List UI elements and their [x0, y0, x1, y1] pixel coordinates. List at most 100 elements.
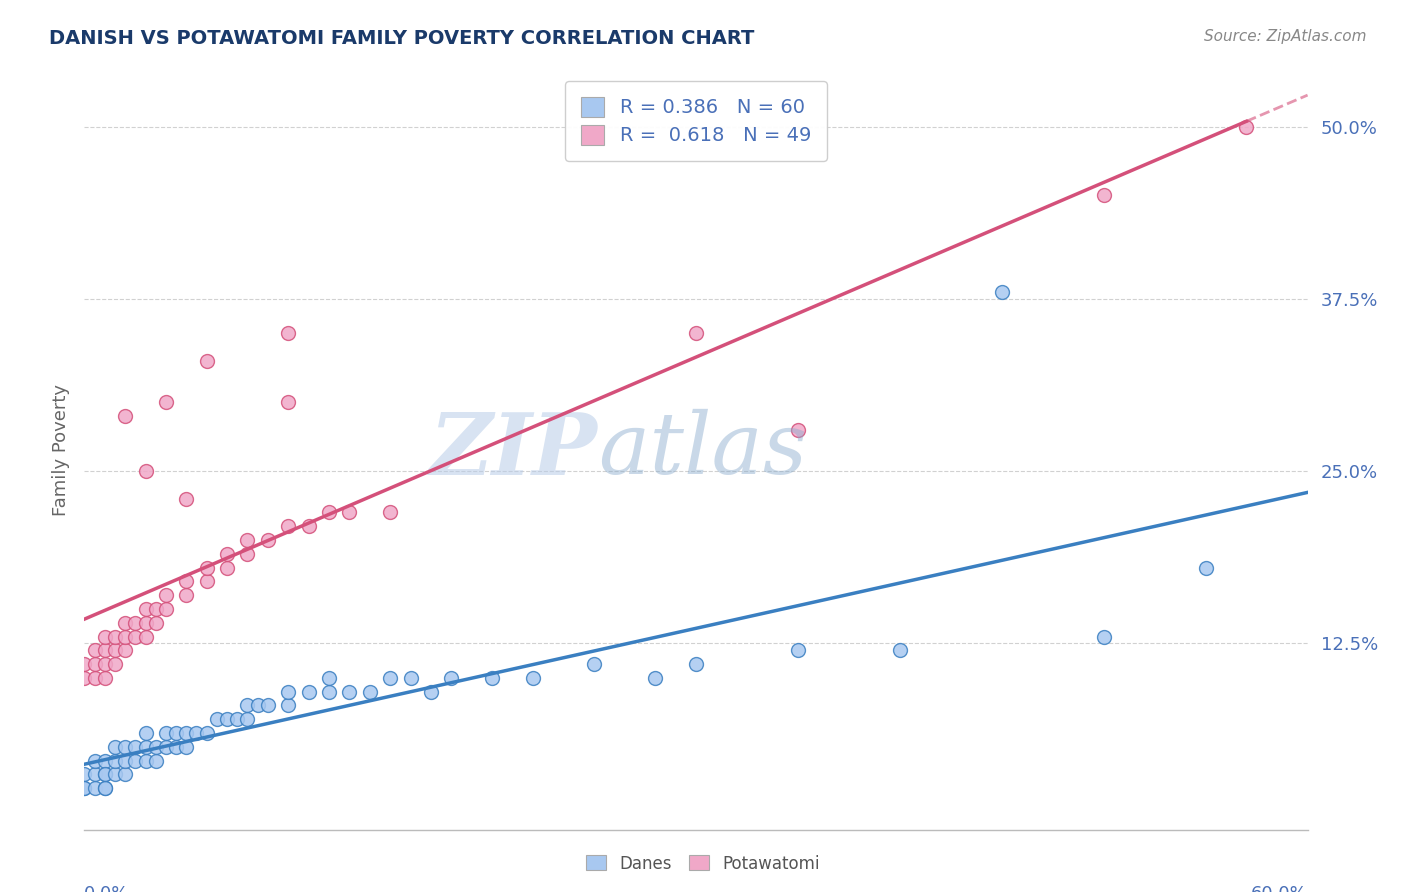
Point	[73, 781, 96, 796]
Point	[1092, 188, 1115, 202]
Point	[83, 657, 105, 672]
Point	[93, 643, 115, 657]
Point	[135, 464, 157, 478]
Point	[114, 643, 136, 657]
Point	[195, 354, 218, 368]
Point	[93, 630, 115, 644]
Point	[195, 726, 218, 740]
Point	[481, 671, 503, 685]
Text: atlas: atlas	[598, 409, 807, 491]
Point	[277, 395, 299, 409]
Point	[114, 615, 136, 630]
Point	[135, 602, 157, 616]
Point	[155, 739, 177, 754]
Point	[73, 671, 96, 685]
Point	[339, 684, 361, 698]
Point	[174, 588, 197, 602]
Point	[583, 657, 606, 672]
Point	[217, 560, 239, 574]
Point	[277, 698, 299, 713]
Point	[124, 739, 146, 754]
Point	[298, 519, 321, 533]
Point	[73, 767, 96, 781]
Point	[93, 671, 115, 685]
Point	[83, 781, 105, 796]
Point	[104, 643, 127, 657]
Point	[93, 781, 115, 796]
Point	[277, 684, 299, 698]
Point	[135, 754, 157, 768]
Point	[124, 615, 146, 630]
Point	[277, 519, 299, 533]
Text: ZIP: ZIP	[430, 409, 598, 492]
Point	[114, 739, 136, 754]
Point	[787, 643, 810, 657]
Point	[135, 739, 157, 754]
Point	[145, 739, 167, 754]
Point	[124, 754, 146, 768]
Point	[165, 739, 187, 754]
Point	[93, 657, 115, 672]
Point	[236, 547, 259, 561]
Point	[114, 754, 136, 768]
Point	[174, 726, 197, 740]
Point	[104, 657, 127, 672]
Point	[93, 754, 115, 768]
Point	[217, 712, 239, 726]
Point	[236, 698, 259, 713]
Point	[787, 423, 810, 437]
Point	[685, 326, 707, 341]
Point	[145, 754, 167, 768]
Point	[174, 574, 197, 589]
Point	[644, 671, 666, 685]
Point	[236, 712, 259, 726]
Text: 0.0%: 0.0%	[84, 885, 129, 892]
Point	[246, 698, 269, 713]
Point	[889, 643, 911, 657]
Point	[399, 671, 422, 685]
Point	[135, 726, 157, 740]
Point	[114, 767, 136, 781]
Point	[195, 574, 218, 589]
Point	[205, 712, 228, 726]
Point	[186, 726, 208, 740]
Point	[104, 739, 127, 754]
Point	[257, 533, 280, 547]
Point	[135, 630, 157, 644]
Point	[298, 684, 321, 698]
Point	[1236, 120, 1258, 134]
Legend: Danes, Potawatomi: Danes, Potawatomi	[579, 848, 827, 880]
Point	[73, 657, 96, 672]
Point	[114, 630, 136, 644]
Point	[73, 781, 96, 796]
Point	[339, 506, 361, 520]
Point	[174, 739, 197, 754]
Point	[257, 698, 280, 713]
Point	[83, 767, 105, 781]
Point	[114, 409, 136, 423]
Point	[145, 615, 167, 630]
Point	[135, 615, 157, 630]
Point	[155, 395, 177, 409]
Legend: R = 0.386   N = 60, R =  0.618   N = 49: R = 0.386 N = 60, R = 0.618 N = 49	[565, 81, 827, 161]
Point	[155, 602, 177, 616]
Point	[93, 781, 115, 796]
Point	[277, 326, 299, 341]
Point	[104, 767, 127, 781]
Text: 60.0%: 60.0%	[1251, 885, 1308, 892]
Point	[318, 684, 340, 698]
Point	[380, 506, 402, 520]
Point	[420, 684, 443, 698]
Point	[155, 726, 177, 740]
Point	[104, 630, 127, 644]
Point	[83, 754, 105, 768]
Point	[93, 767, 115, 781]
Point	[93, 767, 115, 781]
Point	[226, 712, 249, 726]
Point	[1092, 630, 1115, 644]
Point	[236, 533, 259, 547]
Point	[155, 588, 177, 602]
Point	[83, 671, 105, 685]
Point	[217, 547, 239, 561]
Text: DANISH VS POTAWATOMI FAMILY POVERTY CORRELATION CHART: DANISH VS POTAWATOMI FAMILY POVERTY CORR…	[49, 29, 755, 47]
